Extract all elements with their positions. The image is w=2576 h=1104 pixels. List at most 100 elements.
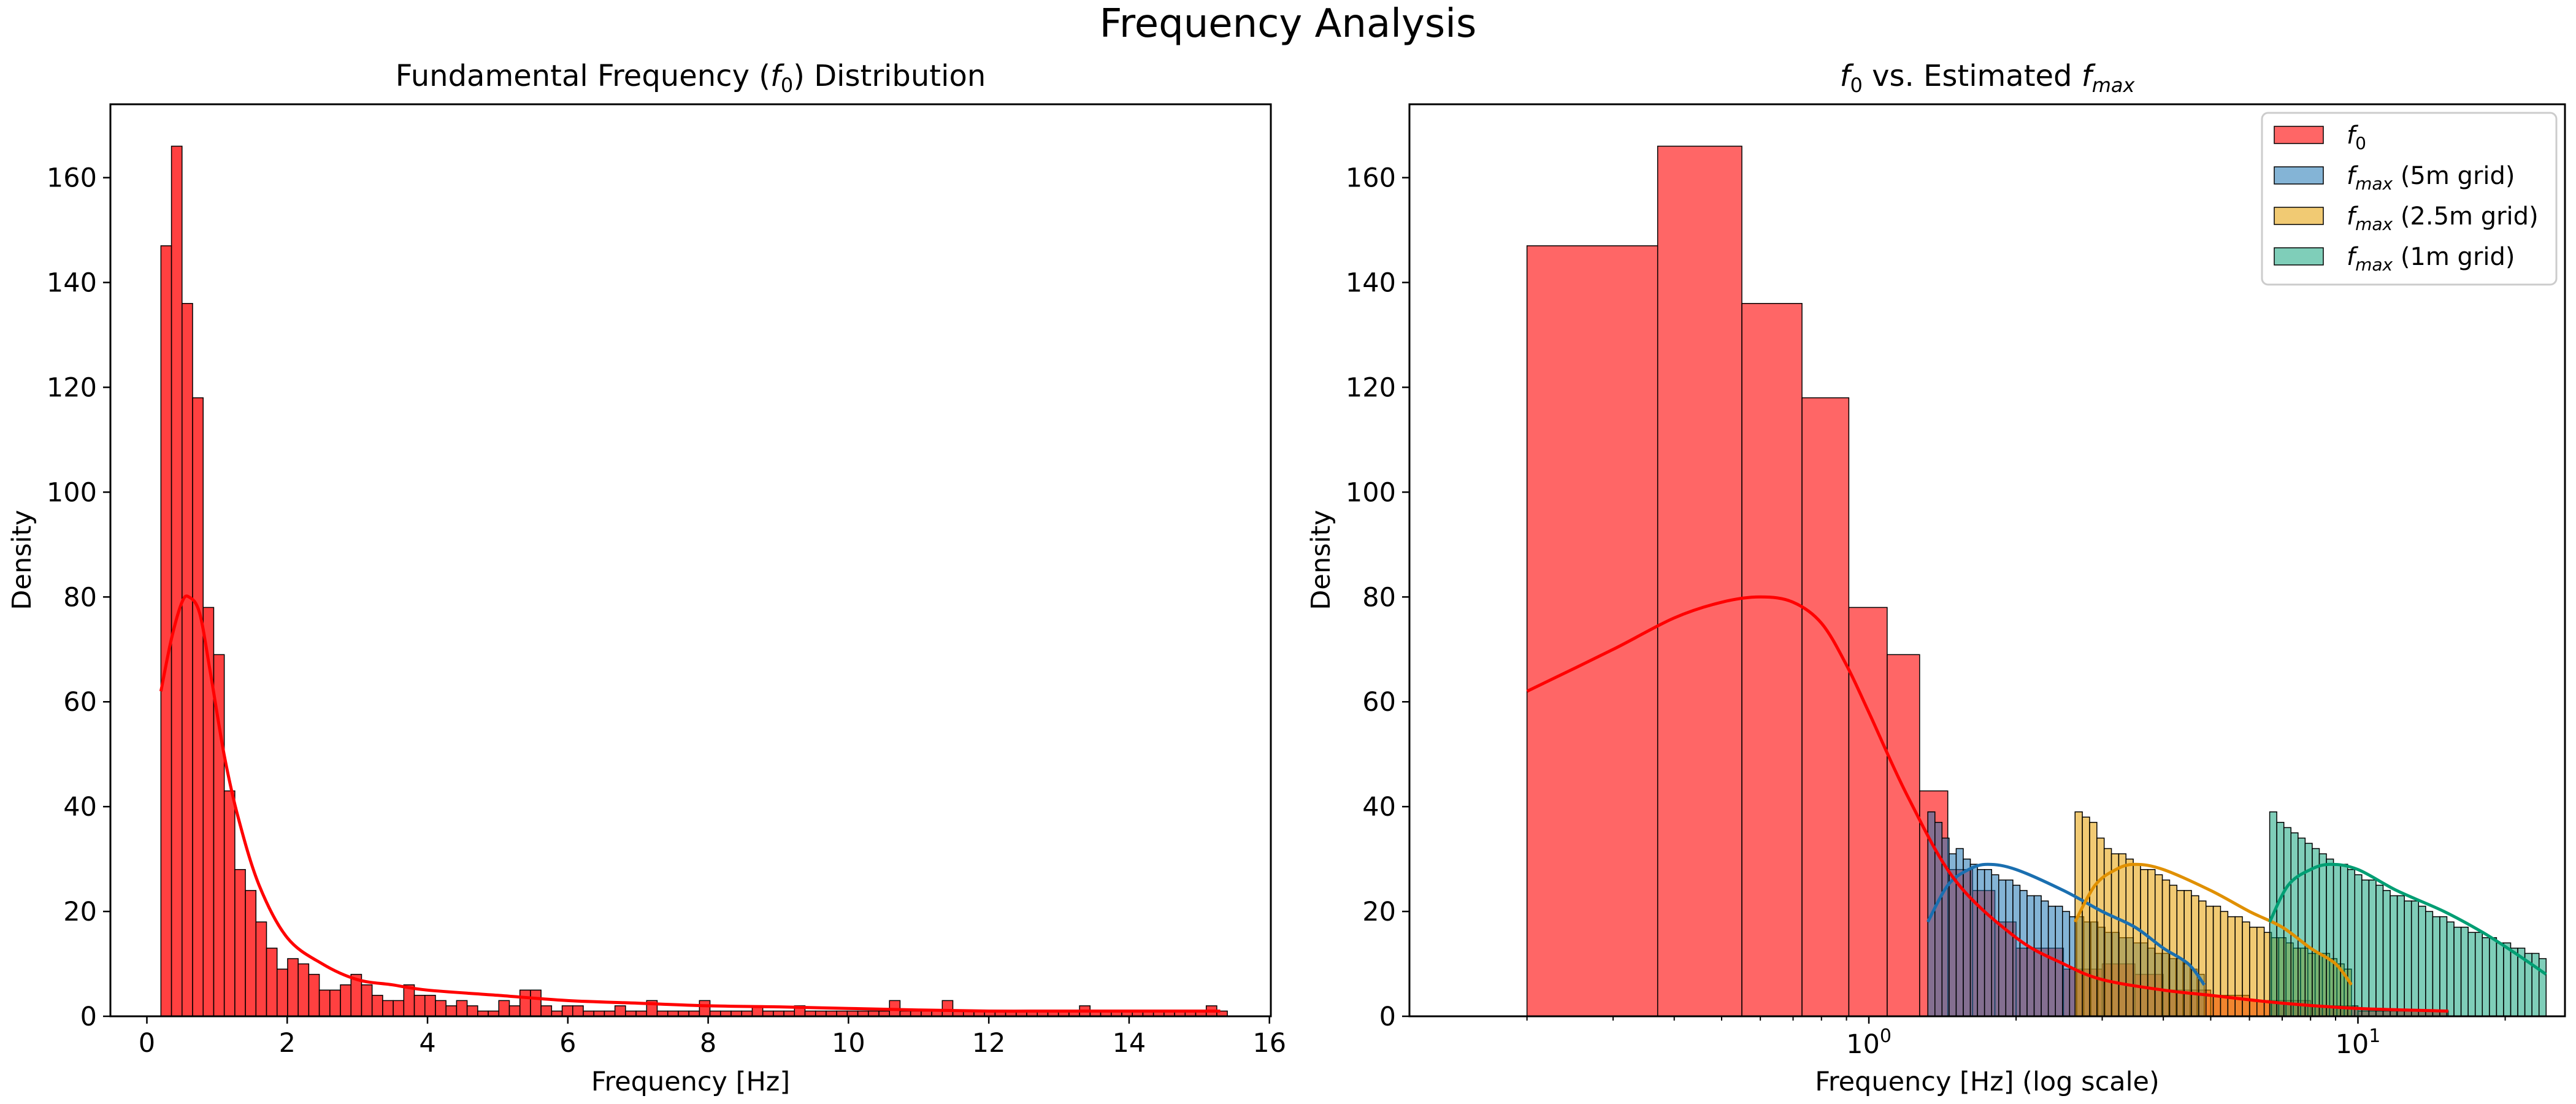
histogram-bar [288, 959, 298, 1016]
histogram-bar [520, 990, 531, 1016]
histogram-bar [2112, 854, 2119, 1016]
histogram-bar [573, 1006, 583, 1016]
x-tick-label: 14 [1113, 1028, 1146, 1059]
histogram-bar [172, 146, 182, 1016]
histogram-bar [383, 1000, 393, 1016]
y-tick-label: 160 [47, 163, 97, 194]
histogram-bar [2235, 917, 2242, 1016]
histogram-bar [2461, 927, 2469, 1016]
y-tick-label: 160 [1346, 163, 1396, 194]
legend-swatch [2274, 126, 2323, 144]
legend-swatch [2274, 207, 2323, 224]
y-tick-label: 20 [63, 897, 97, 927]
histogram-bar [2418, 907, 2426, 1016]
histogram-bar [415, 995, 425, 1016]
legend-swatch [2274, 167, 2323, 184]
histogram-bar [2432, 917, 2440, 1016]
histogram-bar [2191, 895, 2199, 1016]
histogram-bar [942, 1000, 953, 1016]
histogram-bar [2390, 895, 2398, 1016]
y-tick-label: 80 [63, 582, 97, 613]
histogram-bar [2319, 854, 2326, 1016]
histogram-bar [1658, 146, 1742, 1016]
histogram-bar [2250, 927, 2257, 1016]
histogram-bar [2490, 938, 2497, 1016]
x-tick-label: 16 [1252, 1028, 1286, 1059]
x-tick-label: 4 [419, 1028, 435, 1059]
histogram-bar [235, 870, 245, 1016]
histogram-bar [2468, 932, 2475, 1016]
y-tick-label: 100 [1346, 477, 1396, 508]
histogram-bar [2447, 922, 2454, 1016]
histogram-bar [456, 1000, 467, 1016]
histogram-bar [256, 922, 266, 1016]
histogram-bar [699, 1000, 710, 1016]
histogram-bar [2257, 927, 2264, 1016]
histogram-bar [2220, 911, 2228, 1016]
histogram-bar [2184, 891, 2191, 1016]
histogram-bar [1742, 304, 1802, 1016]
histogram-bar [182, 304, 193, 1016]
x-axis-label: Frequency [Hz] [591, 1067, 790, 1097]
histogram-bar [531, 990, 541, 1016]
y-tick-label: 60 [1362, 687, 1396, 718]
histogram-bar [2097, 838, 2104, 1016]
histogram-bar [2118, 854, 2126, 1016]
histogram-bar [1985, 870, 1992, 1016]
legend-swatch [2274, 248, 2323, 265]
y-tick-label: 0 [1379, 1002, 1396, 1032]
histogram-bar [224, 791, 235, 1016]
histogram-bar [2169, 885, 2177, 1016]
histogram-bar [2277, 822, 2284, 1016]
histogram-bar [2206, 907, 2214, 1016]
histogram-bar [2013, 885, 2020, 1016]
x-tick-label: 10 [832, 1028, 865, 1059]
y-tick-label: 120 [1346, 372, 1396, 403]
histogram-bar [309, 975, 319, 1016]
histogram-bar [2126, 859, 2133, 1016]
histogram-bar [361, 985, 372, 1016]
histogram-bar [2454, 927, 2461, 1016]
y-tick-label: 40 [63, 792, 97, 822]
y-axis-label: Density [7, 510, 37, 610]
panel-f0-vs-fmax-title: f0 vs. Estimated fmax [1840, 59, 2136, 97]
histogram-bar [2404, 901, 2412, 1016]
histogram-bar [562, 1006, 573, 1016]
histogram-bar [2398, 895, 2405, 1016]
histogram-bar [2242, 922, 2250, 1016]
histogram-bar [2383, 891, 2390, 1016]
histogram-bar [2539, 959, 2547, 1016]
legend: f0 fmax (5m grid) fmax (2.5m grid) fmax … [2262, 113, 2556, 285]
histogram-bar [615, 1006, 626, 1016]
histogram-bar [2369, 880, 2376, 1016]
histogram-bar [446, 1006, 456, 1016]
y-tick-label: 120 [47, 372, 97, 403]
histogram-bar [2340, 864, 2348, 1016]
histogram-bar [2291, 833, 2298, 1016]
histogram-bar [2027, 895, 2034, 1016]
histogram-bar [372, 995, 383, 1016]
y-tick-label: 140 [47, 268, 97, 299]
histogram-bar [2510, 948, 2518, 1016]
histogram-bar [2348, 870, 2355, 1016]
y-tick-label: 40 [1362, 792, 1396, 822]
histogram-bar [340, 985, 351, 1016]
histogram-bar [1849, 607, 1887, 1016]
histogram-bar [1971, 864, 1978, 1016]
histogram-bar [2334, 864, 2341, 1016]
x-axis-label: Frequency [Hz] (log scale) [1815, 1067, 2160, 1097]
histogram-bar [2284, 827, 2291, 1016]
histogram-bar [2141, 870, 2148, 1016]
histogram-bar [193, 398, 203, 1016]
histogram-bar [2504, 943, 2511, 1016]
histogram-bar [277, 969, 288, 1016]
histogram-bar [541, 1006, 551, 1016]
histogram-bar [467, 1006, 478, 1016]
histogram-bar [2326, 859, 2334, 1016]
histogram-bar [2041, 901, 2049, 1016]
y-tick-label: 60 [63, 687, 97, 718]
histogram-bar [2362, 880, 2369, 1016]
panel-f0-distribution-title: Fundamental Frequency (f0) Distribution [396, 59, 986, 97]
x-tick-label: 0 [139, 1028, 155, 1059]
